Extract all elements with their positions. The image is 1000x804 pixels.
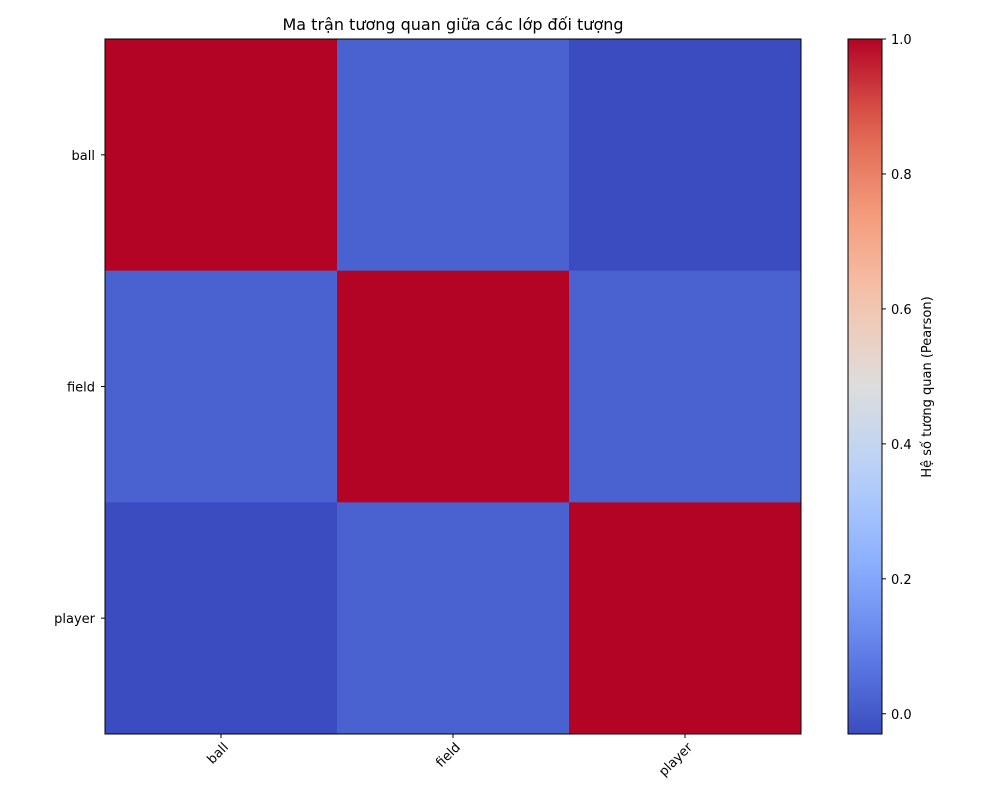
chart-title: Ma trận tương quan giữa các lớp đối tượn… bbox=[282, 15, 623, 34]
x-tick-label: player bbox=[656, 740, 696, 780]
colorbar-gradient bbox=[848, 39, 882, 734]
x-tick-label: field bbox=[433, 740, 463, 770]
heatmap-cell-field-player bbox=[569, 270, 802, 503]
colorbar-label: Hệ số tương quan (Pearson) bbox=[920, 296, 935, 477]
heatmap-cell-ball-ball bbox=[105, 39, 338, 272]
colorbar-tick-label: 0.8 bbox=[891, 168, 912, 183]
y-tick-label: player bbox=[54, 612, 96, 627]
heatmap-cell-player-player bbox=[569, 502, 802, 735]
heatmap-cell-ball-field bbox=[337, 39, 570, 272]
colorbar-tick-label: 1.0 bbox=[891, 33, 912, 48]
heatmap-cell-player-ball bbox=[105, 502, 338, 735]
colorbar-tick-label: 0.4 bbox=[891, 438, 912, 453]
heatmap-cell-ball-player bbox=[569, 39, 802, 272]
heatmap-cell-field-field bbox=[337, 270, 570, 503]
x-tick-label: ball bbox=[205, 740, 232, 767]
heatmap-cell-field-ball bbox=[105, 270, 338, 503]
y-tick-label: ball bbox=[72, 149, 95, 164]
colorbar-tick-label: 0.6 bbox=[891, 303, 912, 318]
colorbar: 0.0 0.2 0.4 0.6 0.8 1.0 Hệ số tương quan (Pea… bbox=[847, 33, 935, 735]
colorbar-ticks: 0.0 0.2 0.4 0.6 0.8 1.0 bbox=[882, 33, 912, 723]
colorbar-tick-label: 0.0 bbox=[891, 708, 912, 723]
x-axis: ball field player bbox=[205, 734, 696, 780]
heatmap-cells bbox=[105, 39, 802, 735]
colorbar-tick-label: 0.2 bbox=[891, 573, 912, 588]
colorbar-frame bbox=[847, 38, 883, 735]
heatmap-cell-player-field bbox=[337, 502, 570, 735]
y-tick-label: field bbox=[67, 381, 95, 396]
y-axis: ball field player bbox=[54, 149, 105, 627]
